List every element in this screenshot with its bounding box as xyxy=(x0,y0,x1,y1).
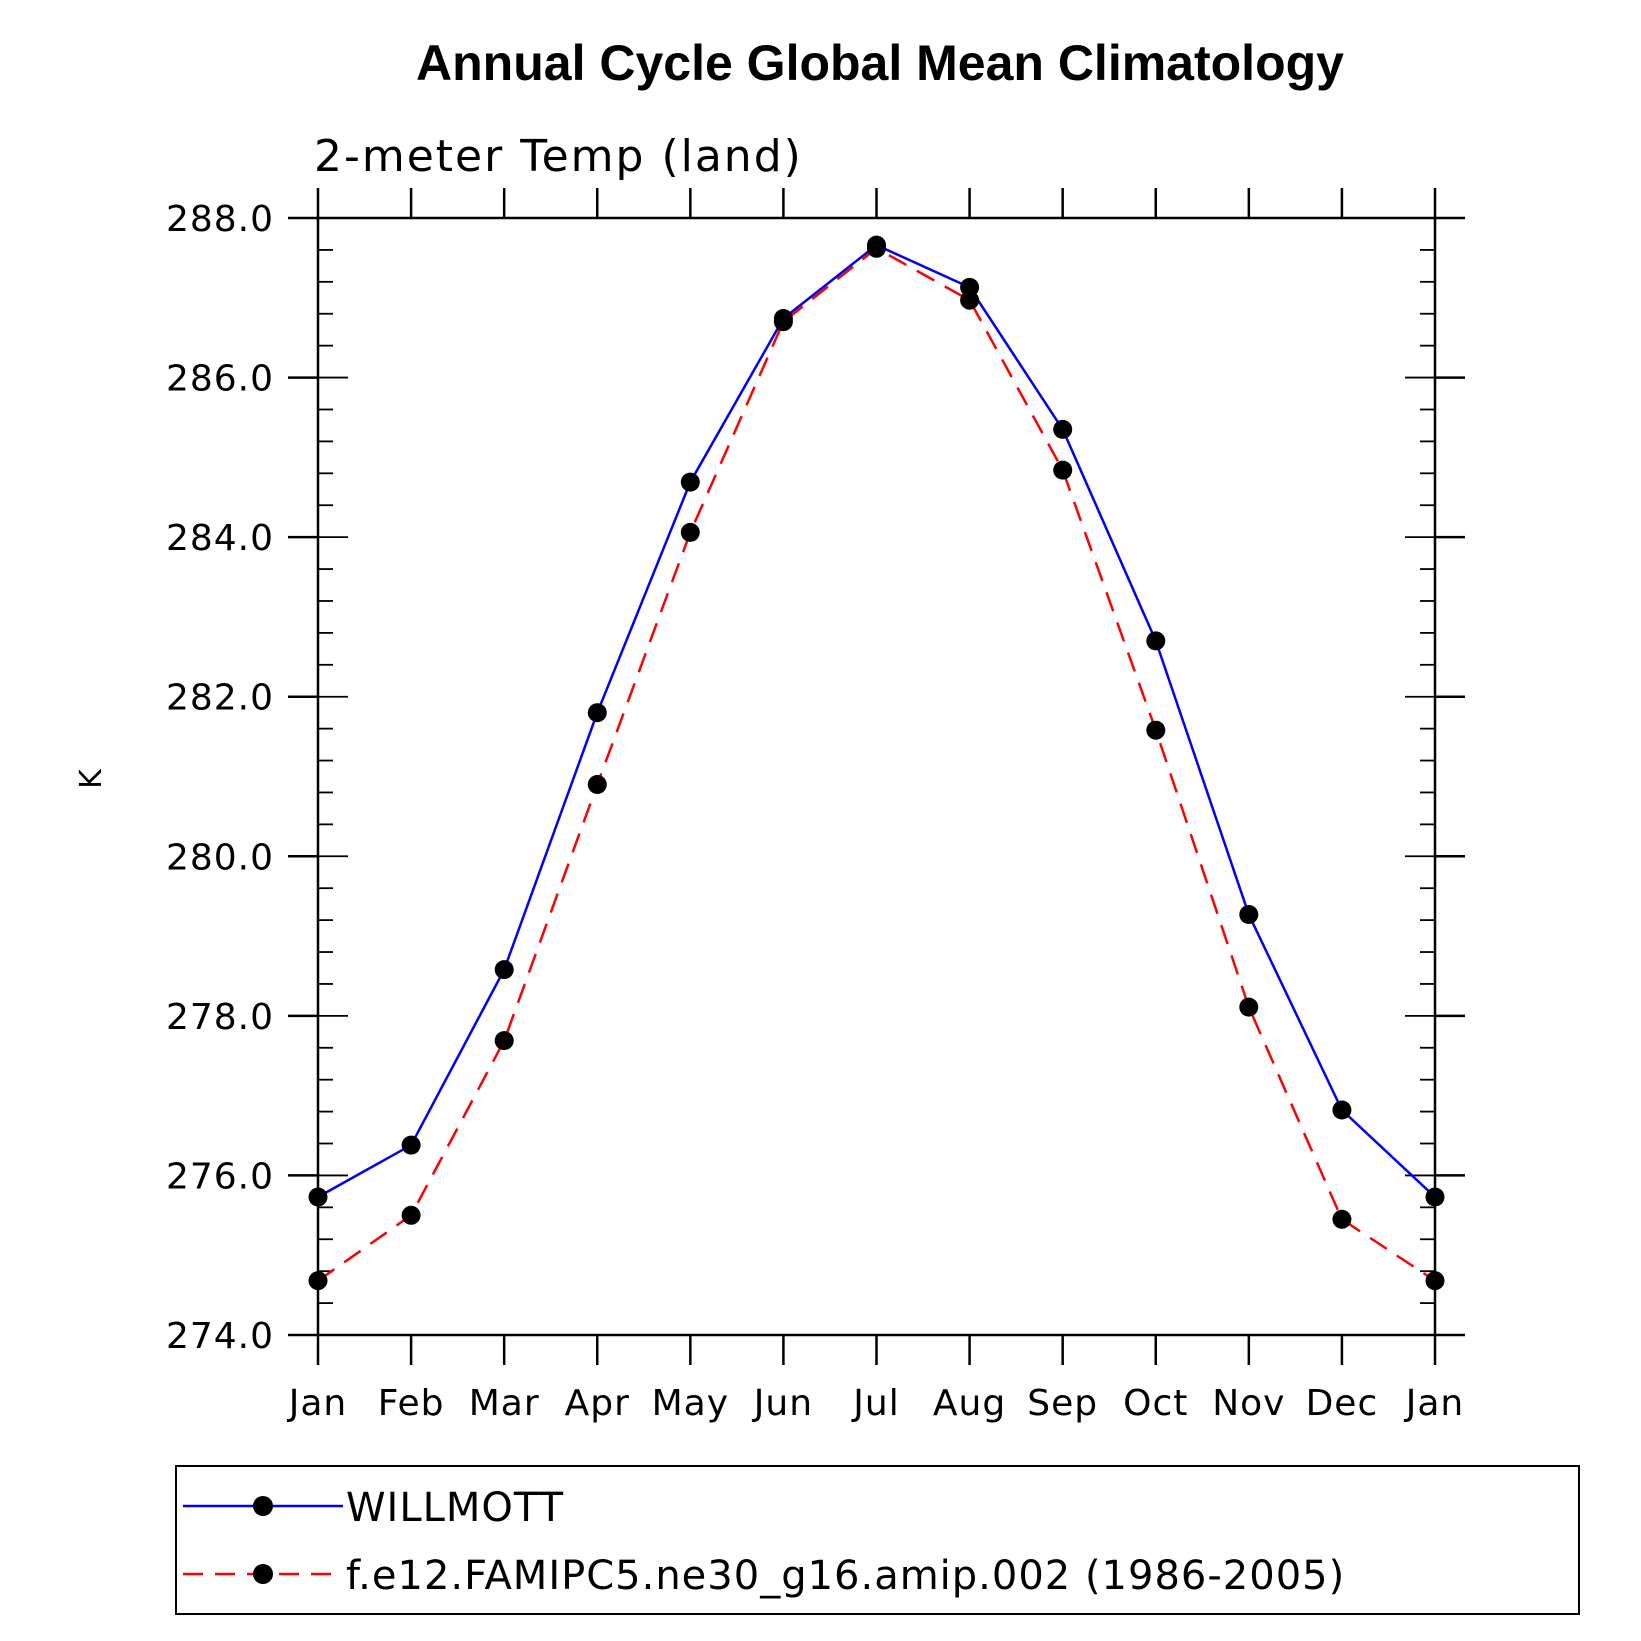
y-tick-label: 276.0 xyxy=(166,1156,274,1197)
legend-marker-willmott xyxy=(253,1496,273,1516)
legend-marker-model xyxy=(253,1564,273,1584)
series-1-point xyxy=(494,1031,514,1051)
x-tick-label: Jun xyxy=(752,1383,813,1424)
series-0-point xyxy=(587,703,607,723)
series-1-point xyxy=(1239,997,1259,1017)
y-tick-label: 288.0 xyxy=(166,199,274,240)
series-markers xyxy=(308,235,1445,1291)
series-1-point xyxy=(587,775,607,794)
x-tick-label: Jul xyxy=(851,1383,899,1424)
y-tick-label: 286.0 xyxy=(166,359,274,400)
legend-label-model: f.e12.FAMIPC5.ne30_g16.amip.002 (1986-20… xyxy=(346,1553,1345,1599)
x-tick-label: Nov xyxy=(1212,1383,1285,1424)
y-tick-label: 284.0 xyxy=(166,518,274,559)
series-0-point xyxy=(1053,419,1073,439)
series-line-1 xyxy=(317,246,1436,1282)
series-1-point xyxy=(960,290,980,310)
y-tick-label: 274.0 xyxy=(166,1316,274,1357)
x-tick-label: Sep xyxy=(1027,1383,1098,1424)
series-lines xyxy=(317,243,1436,1282)
x-tick-label: Jan xyxy=(287,1383,348,1424)
legend-item-willmott: WILLMOTT xyxy=(183,1485,564,1531)
legend-label-willmott: WILLMOTT xyxy=(346,1485,564,1531)
x-tick-label: Feb xyxy=(378,1383,445,1424)
series-0-point xyxy=(1239,905,1259,924)
x-tick-label: Oct xyxy=(1123,1383,1188,1424)
y-tick-label: 282.0 xyxy=(166,678,274,719)
x-tick-label: Dec xyxy=(1306,1383,1379,1424)
y-axis-label: K xyxy=(74,768,109,789)
series-1-point xyxy=(1146,720,1166,740)
y-tick-label: 278.0 xyxy=(166,997,274,1038)
chart-subtitle: 2-meter Temp (land) xyxy=(314,131,803,182)
y-tick-label: 280.0 xyxy=(166,837,274,878)
series-0-point xyxy=(494,960,514,980)
series-0-point xyxy=(1332,1100,1352,1120)
series-1-point xyxy=(680,522,700,542)
series-0-point xyxy=(1146,631,1166,651)
series-1-point xyxy=(1332,1209,1352,1229)
x-tick-label: May xyxy=(652,1383,729,1424)
legend-box xyxy=(175,1465,1580,1615)
series-line-0 xyxy=(317,243,1436,1199)
chart-title: Annual Cycle Global Mean Climatology xyxy=(416,35,1344,91)
series-0-point xyxy=(680,472,700,492)
x-tick-label: Jan xyxy=(1404,1383,1465,1424)
series-1-point xyxy=(1053,460,1073,480)
series-0-point xyxy=(401,1135,421,1155)
series-1-point xyxy=(773,312,793,332)
axis-ticks xyxy=(288,188,1465,1365)
axis-tick-labels: Jan Feb Mar Apr May Jun Jul Aug Sep Oct Nov Dec Jan 2… xyxy=(166,199,1465,1424)
x-tick-label: Mar xyxy=(469,1383,540,1424)
x-tick-label: Apr xyxy=(565,1383,630,1424)
series-1-point xyxy=(867,238,886,258)
series-1-point xyxy=(401,1205,421,1225)
x-tick-label: Aug xyxy=(933,1383,1006,1424)
plot-area-frame xyxy=(316,216,1437,1337)
legend-item-model: f.e12.FAMIPC5.ne30_g16.amip.002 (1986-20… xyxy=(183,1553,1345,1599)
